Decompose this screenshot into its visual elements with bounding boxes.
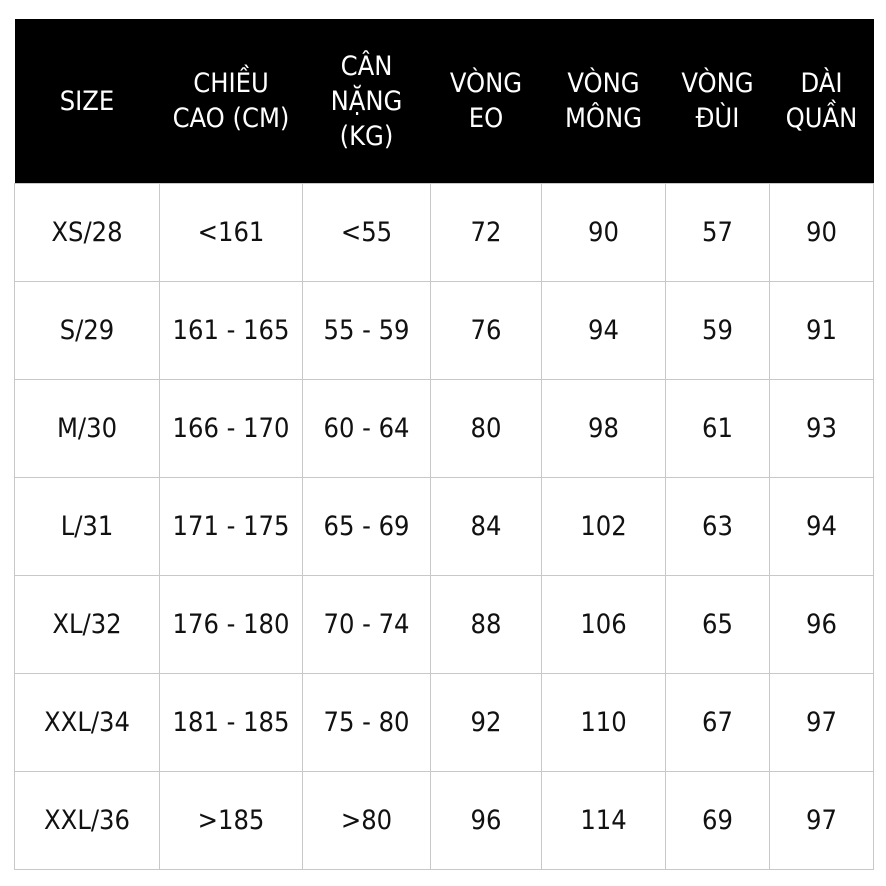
cell-hip: 110	[541, 673, 666, 772]
cell-hip: 90	[541, 183, 666, 282]
table-row: XXL/36 >185 >80 96 114 69 97	[14, 771, 874, 870]
header-line: ĐÙI	[695, 103, 740, 134]
cell-thigh: 69	[665, 771, 770, 870]
header-line: VÒNG	[449, 68, 523, 99]
cell-thigh: 57	[665, 183, 770, 282]
cell-waist: 92	[430, 673, 542, 772]
header-line: QUẦN	[785, 103, 858, 134]
cell-height: 161 - 165	[159, 281, 303, 380]
cell-size: M/30	[14, 379, 160, 478]
header-length: DÀI QUẦN	[769, 19, 874, 184]
header-line: CHIỀU	[193, 68, 269, 99]
cell-length: 93	[769, 379, 874, 478]
cell-size: L/31	[14, 477, 160, 576]
cell-weight: <55	[302, 183, 431, 282]
size-chart-table: SIZE CHIỀU CAO (CM) CÂN NẶNG (KG) VÒNG E…	[14, 19, 874, 870]
table-row: M/30 166 - 170 60 - 64 80 98 61 93	[14, 379, 874, 478]
cell-size: XS/28	[14, 183, 160, 282]
cell-hip: 102	[541, 477, 666, 576]
table-row: L/31 171 - 175 65 - 69 84 102 63 94	[14, 477, 874, 576]
cell-waist: 96	[430, 771, 542, 870]
cell-waist: 72	[430, 183, 542, 282]
header-line: CÂN	[340, 50, 393, 82]
header-weight: CÂN NẶNG (KG)	[302, 19, 431, 184]
header-line: DÀI	[800, 68, 843, 99]
cell-waist: 88	[430, 575, 542, 674]
cell-weight: 60 - 64	[302, 379, 431, 478]
header-line: NẶNG	[330, 85, 403, 117]
cell-weight: 70 - 74	[302, 575, 431, 674]
header-size: SIZE	[14, 19, 160, 184]
cell-waist: 84	[430, 477, 542, 576]
cell-size: XXL/36	[14, 771, 160, 870]
table-header-row: SIZE CHIỀU CAO (CM) CÂN NẶNG (KG) VÒNG E…	[14, 19, 874, 184]
header-line: MÔNG	[564, 103, 643, 134]
cell-waist: 76	[430, 281, 542, 380]
cell-hip: 106	[541, 575, 666, 674]
cell-length: 94	[769, 477, 874, 576]
cell-weight: 65 - 69	[302, 477, 431, 576]
table-row: XS/28 <161 <55 72 90 57 90	[14, 183, 874, 282]
table-row: S/29 161 - 165 55 - 59 76 94 59 91	[14, 281, 874, 380]
cell-length: 97	[769, 673, 874, 772]
cell-height: 176 - 180	[159, 575, 303, 674]
cell-length: 96	[769, 575, 874, 674]
cell-height: 166 - 170	[159, 379, 303, 478]
cell-length: 90	[769, 183, 874, 282]
cell-thigh: 67	[665, 673, 770, 772]
cell-thigh: 59	[665, 281, 770, 380]
cell-height: 171 - 175	[159, 477, 303, 576]
cell-weight: 75 - 80	[302, 673, 431, 772]
header-thigh: VÒNG ĐÙI	[665, 19, 770, 184]
header-line: SIZE	[59, 85, 115, 117]
cell-height: <161	[159, 183, 303, 282]
table-row: XL/32 176 - 180 70 - 74 88 106 65 96	[14, 575, 874, 674]
cell-height: 181 - 185	[159, 673, 303, 772]
header-line: VÒNG	[567, 68, 640, 99]
header-waist: VÒNG EO	[430, 19, 542, 184]
header-line: CAO (CM)	[172, 103, 290, 134]
table-row: XXL/34 181 - 185 75 - 80 92 110 67 97	[14, 673, 874, 772]
header-height: CHIỀU CAO (CM)	[159, 19, 303, 184]
header-line: (KG)	[339, 120, 394, 152]
cell-hip: 94	[541, 281, 666, 380]
cell-weight: 55 - 59	[302, 281, 431, 380]
cell-weight: >80	[302, 771, 431, 870]
cell-size: XXL/34	[14, 673, 160, 772]
cell-height: >185	[159, 771, 303, 870]
cell-thigh: 63	[665, 477, 770, 576]
cell-length: 97	[769, 771, 874, 870]
cell-hip: 98	[541, 379, 666, 478]
header-line: EO	[468, 103, 504, 134]
cell-size: XL/32	[14, 575, 160, 674]
cell-hip: 114	[541, 771, 666, 870]
header-line: VÒNG	[681, 68, 754, 99]
header-hip: VÒNG MÔNG	[541, 19, 666, 184]
cell-size: S/29	[14, 281, 160, 380]
cell-thigh: 65	[665, 575, 770, 674]
cell-length: 91	[769, 281, 874, 380]
cell-thigh: 61	[665, 379, 770, 478]
cell-waist: 80	[430, 379, 542, 478]
